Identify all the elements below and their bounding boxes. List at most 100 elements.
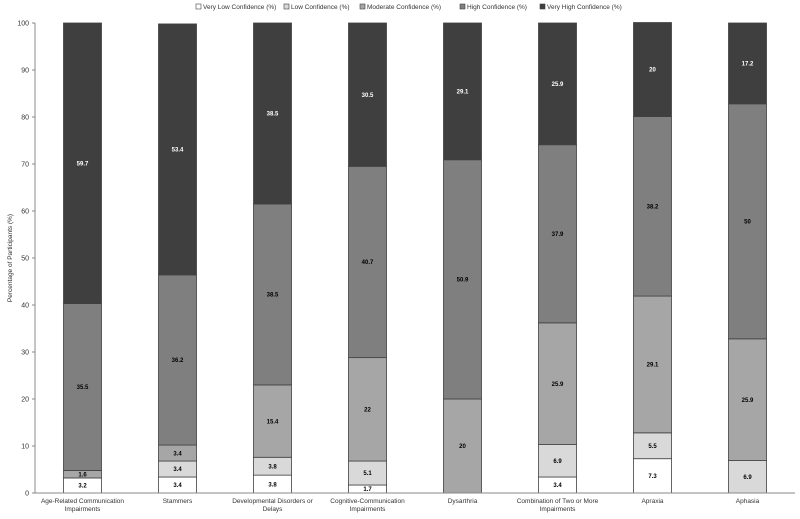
bar-segment (348, 22, 387, 167)
bar-group: 6.9 25.9 50 17.2 (728, 22, 767, 494)
bar-segment (538, 322, 577, 445)
bar-segment (158, 274, 197, 446)
x-category-label: Age-Related Communication (41, 498, 124, 505)
x-category-label: Apraxia (641, 498, 663, 505)
bar-group: 1.7 5.1 22 40.7 30.5 (348, 22, 387, 494)
data-label: 40.7 (362, 260, 374, 266)
bar-segment (633, 22, 672, 117)
bar-segment (253, 203, 292, 386)
bar-segment (63, 22, 102, 304)
y-tick-label: 30 (21, 350, 29, 357)
data-label: 30.5 (362, 93, 374, 99)
data-label: 3.8 (268, 482, 277, 488)
data-label: 5.5 (648, 444, 657, 450)
data-label: 5.1 (363, 471, 372, 477)
data-label: 38.2 (647, 205, 659, 211)
x-category-label: Delays (263, 506, 284, 513)
bar-segment (158, 23, 197, 276)
bar-group: 20 50.9 29.1 (443, 22, 482, 494)
data-label: 1.7 (363, 487, 372, 493)
x-category-label: Developmental Disorders or (232, 498, 313, 505)
legend-swatch (539, 3, 546, 10)
data-label: 3.8 (268, 464, 277, 470)
data-label: 25.9 (742, 398, 754, 404)
x-category-label: Impairments (350, 506, 387, 513)
y-tick-label: 0 (25, 491, 29, 498)
data-label: 3.2 (78, 484, 87, 490)
data-label: 3.4 (173, 483, 182, 489)
data-label: 35.5 (77, 385, 89, 391)
bar-group: 3.4 6.9 25.9 37.9 25.9 (538, 22, 577, 494)
bar-segment (443, 159, 482, 400)
data-label: 7.3 (648, 474, 657, 480)
x-axis: Age-Related CommunicationImpairmentsStam… (35, 492, 795, 513)
bar-segment (728, 338, 767, 461)
data-label: 59.7 (77, 161, 89, 167)
bar-segment (253, 384, 292, 458)
data-label: 25.9 (552, 82, 564, 88)
bar-segment (538, 144, 577, 324)
x-category-label: Dysarthria (448, 498, 478, 505)
legend-swatch (459, 3, 466, 10)
bar-segment (538, 22, 577, 146)
data-label: 15.4 (267, 419, 279, 425)
y-tick-label: 40 (21, 303, 29, 310)
data-label: 53.4 (172, 148, 184, 154)
x-category-label: Cognitive-Communication (330, 498, 405, 505)
data-label: 29.1 (457, 90, 469, 96)
y-tick-label: 90 (21, 68, 29, 75)
data-label: 22 (364, 408, 371, 414)
y-tick-label: 20 (21, 397, 29, 404)
bar-group: 7.3 5.5 29.1 38.2 20 (633, 22, 672, 494)
bar-segment (348, 357, 387, 462)
data-label: 3.4 (173, 451, 182, 457)
data-label: 3.4 (173, 467, 182, 473)
bar-segment (633, 432, 672, 460)
bar-segment (633, 458, 672, 494)
legend-label: Very Low Confidence (%) (203, 4, 276, 11)
data-label: 38.5 (267, 293, 279, 299)
y-axis-title: Percentage of Participants (%) (7, 214, 14, 302)
bar-segment (63, 303, 102, 471)
data-label: 3.4 (553, 483, 562, 489)
data-label: 50.9 (457, 278, 469, 284)
legend-label: Low Confidence (%) (291, 4, 350, 11)
data-label: 29.1 (647, 363, 659, 369)
bars: 3.2 1.6 35.5 59.7 3.4 3.4 3.4 36.2 53.4 3.8 3.8 15.… (63, 22, 767, 494)
data-label: 1.6 (78, 472, 87, 478)
legend-label: High Confidence (%) (467, 4, 527, 11)
data-label: 50 (744, 220, 751, 226)
y-tick-label: 80 (21, 115, 29, 122)
bar-group: 3.2 1.6 35.5 59.7 (63, 22, 102, 494)
data-label: 37.9 (552, 232, 564, 238)
y-tick-label: 50 (21, 256, 29, 263)
bar-segment (633, 295, 672, 434)
data-label: 36.2 (172, 358, 184, 364)
data-label: 6.9 (743, 475, 752, 481)
legend-swatch (359, 3, 366, 10)
data-label: 20 (459, 444, 466, 450)
x-category-label: Stammers (163, 498, 193, 505)
x-category-label: Combination of Two or More (517, 498, 599, 505)
data-label: 17.2 (742, 62, 754, 68)
legend-label: Moderate Confidence (%) (367, 4, 441, 11)
bar-segment (443, 22, 482, 161)
legend-swatch (195, 3, 202, 10)
data-label: 25.9 (552, 382, 564, 388)
data-label: 6.9 (553, 459, 562, 465)
bar-group: 3.4 3.4 3.4 36.2 53.4 (158, 23, 197, 494)
legend-label: Very High Confidence (%) (547, 4, 622, 11)
bar-segment (253, 22, 292, 205)
bar-segment (633, 116, 672, 297)
x-category-label: Impairments (540, 506, 577, 513)
legend: Very Low Confidence (%) Low Confidence (%… (195, 3, 622, 11)
legend-swatch (283, 3, 290, 10)
x-category-label: Impairments (65, 506, 102, 513)
data-label: 38.5 (267, 112, 279, 118)
y-tick-label: 100 (17, 21, 29, 28)
bar-group: 3.8 3.8 15.4 38.5 38.5 (253, 22, 292, 494)
bar-segment (728, 22, 767, 105)
x-category-label: Aphasia (736, 498, 760, 505)
data-label: 20 (649, 68, 656, 74)
